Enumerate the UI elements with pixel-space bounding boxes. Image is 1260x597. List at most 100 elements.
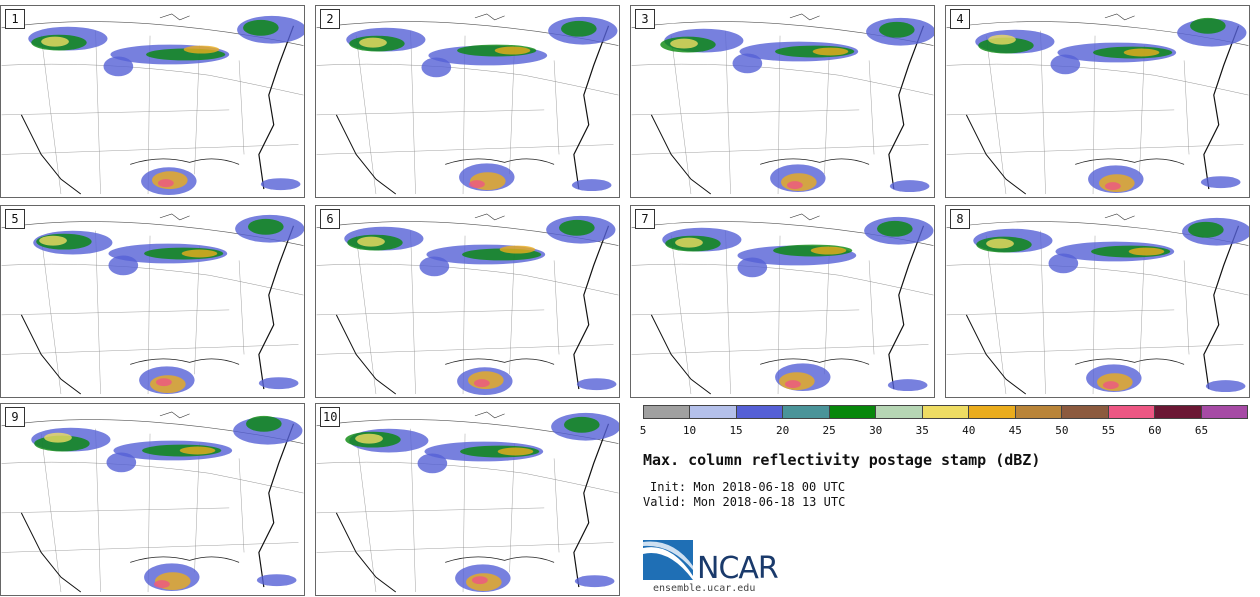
reflectivity-echo xyxy=(784,380,801,389)
member-number: 3 xyxy=(635,9,655,29)
colorbar-tick-label: 35 xyxy=(915,424,929,437)
ensemble-member-panel: 9 xyxy=(0,403,305,596)
member-map xyxy=(316,411,619,593)
reflectivity-echo xyxy=(359,37,387,48)
reflectivity-echo xyxy=(1188,221,1224,238)
reflectivity-echo xyxy=(417,453,448,474)
member-map xyxy=(631,213,934,395)
member-map xyxy=(946,213,1249,395)
ensemble-member-panel: 5 xyxy=(0,205,305,398)
colorbar-segment xyxy=(644,406,691,418)
reflectivity-echo xyxy=(1048,253,1079,274)
member-number: 5 xyxy=(5,209,25,229)
reflectivity-echo xyxy=(473,379,490,388)
member-number: 10 xyxy=(320,407,341,427)
reflectivity-echo xyxy=(157,179,174,188)
member-map xyxy=(1,411,304,593)
reflectivity-echo xyxy=(108,255,139,276)
member-number: 2 xyxy=(320,9,340,29)
reflectivity-echo xyxy=(1123,48,1160,57)
colorbar-segment xyxy=(876,406,923,418)
reflectivity-echo xyxy=(561,20,597,37)
logo-text: NCAR xyxy=(697,551,779,586)
reflectivity-echo xyxy=(1128,247,1165,256)
colorbar-segment xyxy=(1155,406,1202,418)
member-number: 1 xyxy=(5,9,25,29)
reflectivity-echo xyxy=(260,178,301,191)
reflectivity-echo xyxy=(357,236,385,247)
reflectivity-echo xyxy=(248,218,284,235)
colorbar-segment xyxy=(783,406,830,418)
reflectivity-echo xyxy=(889,180,930,193)
reflectivity-echo xyxy=(468,180,485,189)
ensemble-member-panel: 2 xyxy=(315,5,620,198)
reflectivity-echo xyxy=(155,378,172,387)
reflectivity-echo xyxy=(1200,176,1241,189)
colorbar-segment xyxy=(1201,406,1248,418)
reflectivity-echo xyxy=(103,56,134,77)
colorbar-tick-label: 15 xyxy=(729,424,743,437)
member-map xyxy=(1,213,304,395)
ensemble-member-panel: 4 xyxy=(945,5,1250,198)
colorbar-tick-label: 55 xyxy=(1101,424,1115,437)
ensemble-member-panel: 7 xyxy=(630,205,935,398)
member-map xyxy=(631,13,934,195)
reflectivity-echo xyxy=(786,181,803,190)
colorbar-segment xyxy=(690,406,737,418)
member-number: 7 xyxy=(635,209,655,229)
reflectivity-echo xyxy=(179,446,216,455)
member-map xyxy=(1,13,304,196)
colorbar-tick-label: 25 xyxy=(822,424,836,437)
colorbar-tick-label: 45 xyxy=(1008,424,1022,437)
member-number: 4 xyxy=(950,9,970,29)
ensemble-member-panel: 6 xyxy=(315,205,620,398)
reflectivity-echo xyxy=(41,36,69,47)
reflectivity-echo xyxy=(355,433,383,444)
reflectivity-echo xyxy=(887,379,928,392)
figure-title: Max. column reflectivity postage stamp (… xyxy=(643,451,1041,469)
ensemble-member-panel: 3 xyxy=(630,5,935,198)
reflectivity-echo xyxy=(494,46,531,55)
reflectivity-echo xyxy=(1190,17,1226,34)
reflectivity-echo xyxy=(571,179,612,192)
colorbar-tick-label: 20 xyxy=(775,424,790,437)
reflectivity-echo xyxy=(153,580,170,589)
member-number: 6 xyxy=(320,209,340,229)
reflectivity-echo xyxy=(421,57,452,78)
ensemble-member-panel: 8 xyxy=(945,205,1250,398)
member-map xyxy=(316,13,619,195)
reflectivity-echo xyxy=(497,447,534,456)
reflectivity-echo xyxy=(44,432,72,443)
member-map xyxy=(316,213,619,396)
ensemble-member-panel: 1 xyxy=(0,5,305,198)
init-time: Init: Mon 2018-06-18 00 UTC xyxy=(650,480,846,494)
reflectivity-echo xyxy=(675,237,703,248)
colorbar-tick-label: 10 xyxy=(682,424,697,437)
reflectivity-echo xyxy=(183,45,220,54)
colorbar-segment xyxy=(829,406,877,418)
colorbar-tick-label: 40 xyxy=(962,424,976,437)
valid-time: Valid: Mon 2018-06-18 13 UTC xyxy=(643,495,846,509)
reflectivity-echo xyxy=(810,246,847,255)
ncar-logo-icon xyxy=(643,540,693,580)
reflectivity-echo xyxy=(256,574,297,587)
reflectivity-echo xyxy=(246,415,282,432)
reflectivity-echo xyxy=(878,21,915,38)
reflectivity-echo xyxy=(574,575,615,588)
reflectivity-echo xyxy=(1050,54,1081,75)
reflectivity-echo xyxy=(670,38,698,49)
reflectivity-echo xyxy=(419,256,450,277)
reflectivity-colorbar xyxy=(643,405,1248,419)
ensemble-member-panel: 10 xyxy=(315,403,620,596)
colorbar-tick-label: 65 xyxy=(1194,424,1209,437)
reflectivity-echo xyxy=(1102,381,1119,390)
reflectivity-echo xyxy=(732,53,763,74)
reflectivity-echo xyxy=(106,452,137,473)
reflectivity-echo xyxy=(563,416,600,433)
colorbar-tick-label: 5 xyxy=(639,424,647,437)
reflectivity-echo xyxy=(243,19,279,36)
reflectivity-echo xyxy=(499,245,536,254)
colorbar-tick-label: 30 xyxy=(869,424,883,437)
colorbar-segment xyxy=(736,406,784,418)
reflectivity-echo xyxy=(181,249,218,258)
